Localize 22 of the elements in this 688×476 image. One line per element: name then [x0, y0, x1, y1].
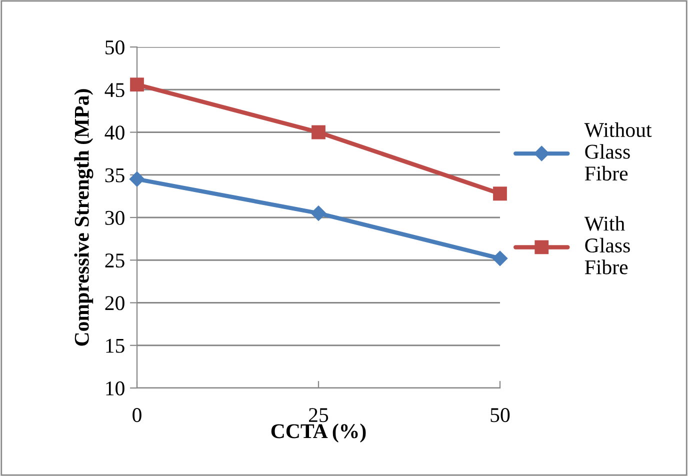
y-tick-label: 40	[104, 126, 124, 140]
y-tick-label: 50	[106, 40, 124, 54]
legend-label: With Glass Fibre	[584, 216, 630, 274]
legend-label: Without Glass Fibre	[584, 122, 652, 181]
y-axis-title: Compressive Strength (MPa)	[74, 89, 94, 346]
x-tick-label: 0	[132, 408, 142, 422]
y-tick-label: 35	[105, 168, 124, 182]
point	[129, 172, 145, 187]
point	[130, 78, 144, 92]
point	[493, 186, 507, 201]
y-tick-label: 30	[105, 210, 124, 225]
y-tick-label: 20	[105, 296, 124, 310]
x-tick-label: 50	[490, 408, 510, 422]
x-axis-title: CCTA (%)	[271, 424, 366, 442]
y-tick-label: 15	[106, 338, 124, 353]
y-tick-label: 10	[106, 381, 124, 396]
y-tick-label: 25	[105, 254, 124, 268]
x-tick-label: 25	[309, 408, 328, 422]
point	[310, 206, 326, 221]
point	[312, 125, 326, 140]
point	[492, 250, 508, 266]
y-tick-label: 45	[104, 83, 124, 98]
